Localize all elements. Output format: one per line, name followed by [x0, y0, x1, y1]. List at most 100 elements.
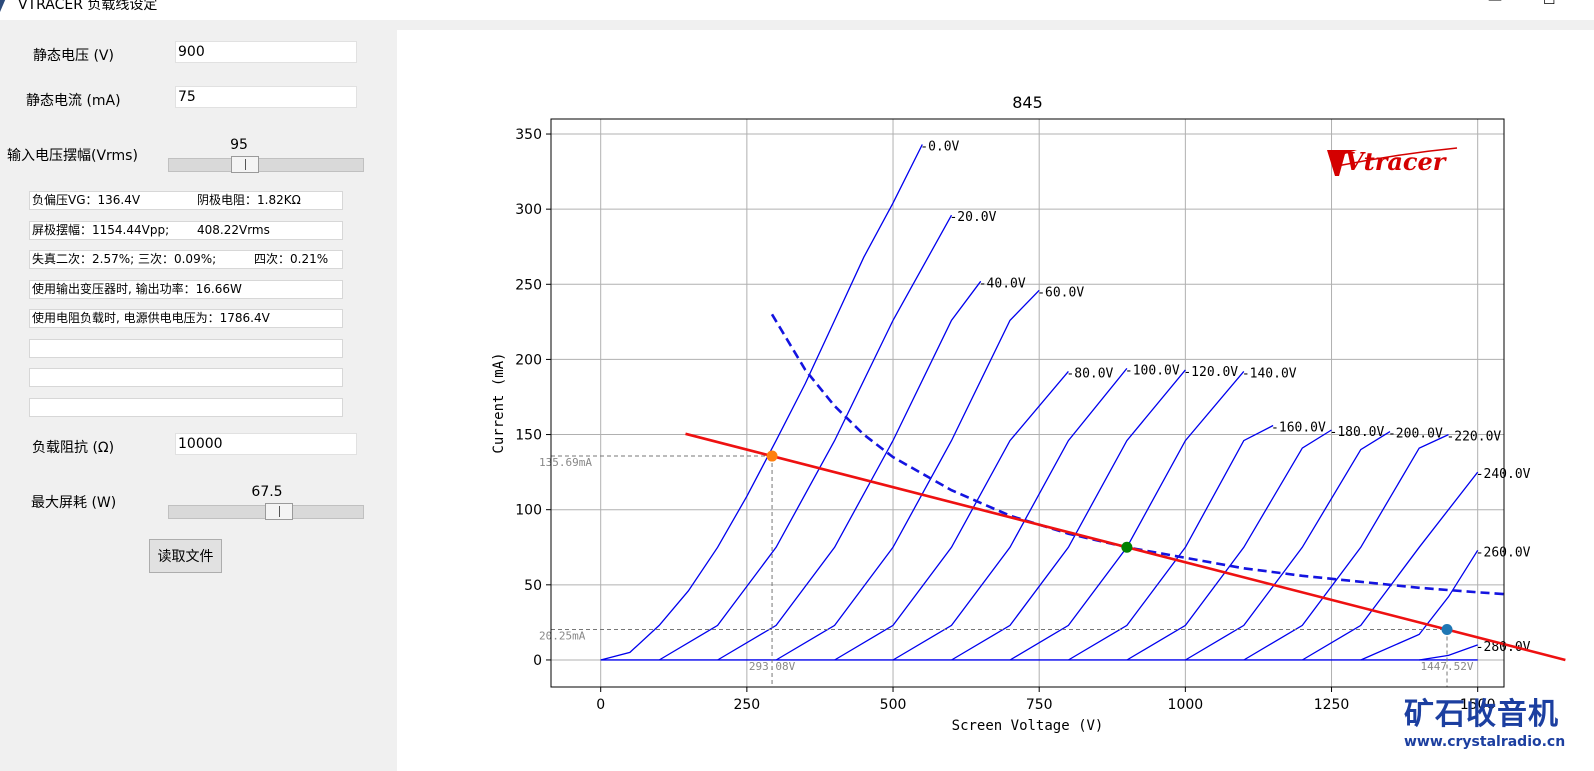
- x-tick-label: 1250: [1314, 697, 1350, 713]
- plate-curve: [892, 367, 1128, 661]
- x-tick-label: 1000: [1168, 697, 1204, 713]
- y-tick-label: 150: [515, 428, 542, 444]
- result-plate-swing-row: 屏极摆幅：1154.44Vpp; 408.22Vrms: [29, 221, 343, 240]
- input-swing-slider-thumb[interactable]: [231, 156, 259, 173]
- control-panel: 静态电压 (V) 900 静态电流 (mA) 75 输入电压摆幅(Vrms) 9…: [0, 20, 397, 771]
- x-tick-label: 1500: [1460, 697, 1496, 713]
- max-dissipation-value: 67.5: [251, 484, 283, 500]
- plate-curve: [658, 214, 953, 661]
- cathode-resistor-text: 阴极电阻：1.82KΩ: [197, 193, 301, 207]
- curve-label: -140.0V: [1242, 366, 1297, 381]
- plate-curve: [834, 370, 1069, 661]
- curve-label: -100.0V: [1125, 363, 1180, 378]
- x-tick-label: 750: [1026, 697, 1053, 713]
- input-swing-label: 输入电压摆幅(Vrms): [7, 148, 138, 164]
- vtracer-logo: Vtracer: [1327, 147, 1458, 176]
- result-output-power: 使用输出变压器时, 输出功率：16.66W: [29, 280, 343, 299]
- load-line-chart: 845 0 250 500 750 1000 1250 1500 0 50 100 150 200 250…: [491, 93, 1566, 734]
- quiescent-current-input[interactable]: 75: [175, 86, 357, 108]
- title-bar: VTRACER 负载线设定 — ☐: [0, 0, 1594, 20]
- max-dissipation-slider[interactable]: [168, 503, 364, 520]
- watermark: 矿石收音机 www.crystalradio.cn: [1404, 697, 1574, 751]
- input-swing-value: 95: [230, 137, 248, 153]
- guide-y-label: 20.25mA: [539, 630, 586, 643]
- plate-curve: [1126, 429, 1332, 661]
- distortion-4-text: 四次：0.21%: [254, 252, 329, 266]
- curve-label: -200.0V: [1388, 427, 1443, 442]
- logo-v-mark: [1327, 150, 1357, 176]
- plate-curve: [1185, 431, 1391, 661]
- swing-max-point: [1441, 624, 1453, 636]
- plate-curve: [717, 280, 982, 661]
- load-impedance-input[interactable]: 10000: [175, 433, 357, 455]
- minimize-icon[interactable]: —: [1488, 0, 1502, 8]
- input-swing-slider[interactable]: [168, 156, 364, 173]
- y-tick-label: 200: [515, 352, 542, 368]
- guide-x-label: 293.08V: [749, 660, 796, 673]
- guide-x-label: 1447.52V: [1421, 660, 1474, 673]
- curve-label: -180.0V: [1330, 425, 1385, 440]
- logo-swoosh: [1336, 147, 1458, 167]
- plate-curve: [1243, 434, 1449, 661]
- plate-curve: [951, 369, 1186, 661]
- plate-curve: [1068, 424, 1274, 661]
- read-file-button[interactable]: 读取文件: [149, 539, 222, 573]
- result-distortion-row: 失真二次：2.57%; 三次：0.09%; 四次：0.21%: [29, 250, 343, 269]
- plot-frame: [550, 118, 1505, 688]
- curve-label: -60.0V: [1037, 285, 1084, 300]
- x-tick-label: 0: [596, 697, 605, 713]
- y-tick-label: 50: [524, 578, 542, 594]
- plate-curve: [1419, 644, 1478, 661]
- y-tick-label: 300: [515, 202, 542, 218]
- window-title: VTRACER 负载线设定: [18, 0, 158, 13]
- curve-label: -260.0V: [1476, 545, 1531, 560]
- max-dissipation-label: 最大屏耗 (W): [31, 495, 117, 511]
- plate-swing-pp-text: 屏极摆幅：1154.44Vpp;: [32, 223, 170, 237]
- operating-point: [1121, 541, 1133, 553]
- max-dissipation-curve: [770, 313, 1504, 596]
- watermark-brand: 矿石收音机: [1404, 697, 1559, 732]
- curve-label: -280.0V: [1476, 640, 1531, 655]
- plate-curve: [1360, 549, 1479, 661]
- curve-label: -80.0V: [1066, 366, 1113, 381]
- result-bias-row: 负偏压VG：136.4V 阴极电阻：1.82KΩ: [29, 191, 343, 210]
- max-dissipation-slider-thumb[interactable]: [265, 503, 293, 520]
- result-supply-voltage: 使用电阻负载时, 电源供电电压为：1786.4V: [29, 309, 343, 328]
- curve-label: -20.0V: [949, 210, 996, 225]
- plate-curve: [600, 144, 923, 661]
- logo-text: Vtracer: [1345, 147, 1448, 176]
- swing-min-point: [766, 450, 778, 462]
- plate-swing-rms-text: 408.22Vrms: [197, 223, 270, 237]
- quiescent-voltage-input[interactable]: 900: [175, 41, 357, 63]
- y-tick-label: 0: [533, 653, 542, 669]
- y-tick-label: 100: [515, 503, 542, 519]
- load-impedance-label: 负载阻抗 (Ω): [32, 440, 115, 456]
- y-axis-label: Current (mA): [491, 352, 507, 453]
- bias-voltage-text: 负偏压VG：136.4V: [32, 193, 141, 207]
- curve-label: -120.0V: [1183, 365, 1238, 380]
- plate-curve: [1301, 471, 1479, 661]
- app-icon: [0, 0, 6, 12]
- result-extra-3: [29, 398, 343, 417]
- watermark-url: www.crystalradio.cn: [1404, 734, 1566, 750]
- distortion-2-3-text: 失真二次：2.57%; 三次：0.09%;: [32, 252, 217, 266]
- result-extra-1: [29, 339, 343, 358]
- curve-label: -160.0V: [1271, 421, 1326, 436]
- maximize-icon[interactable]: ☐: [1543, 0, 1556, 8]
- x-tick-label: 500: [880, 697, 907, 713]
- chart-title: 845: [1012, 93, 1043, 112]
- quiescent-current-label: 静态电流 (mA): [26, 93, 121, 109]
- quiescent-voltage-label: 静态电压 (V): [33, 48, 114, 64]
- guide-y-label: 135.69mA: [539, 456, 592, 469]
- curve-label: -40.0V: [979, 276, 1026, 291]
- y-tick-label: 250: [515, 277, 542, 293]
- curve-label: -220.0V: [1446, 430, 1501, 445]
- curve-label: -240.0V: [1476, 467, 1531, 482]
- plot-panel: 845 0 250 500 750 1000 1250 1500 0 50 100 150 200 250…: [397, 30, 1594, 771]
- x-axis-label: Screen Voltage (V): [952, 718, 1104, 734]
- result-extra-2: [29, 368, 343, 387]
- x-tick-label: 250: [733, 697, 760, 713]
- plate-curve: [1009, 370, 1245, 661]
- curve-label: -0.0V: [920, 140, 959, 155]
- y-tick-label: 350: [515, 127, 542, 143]
